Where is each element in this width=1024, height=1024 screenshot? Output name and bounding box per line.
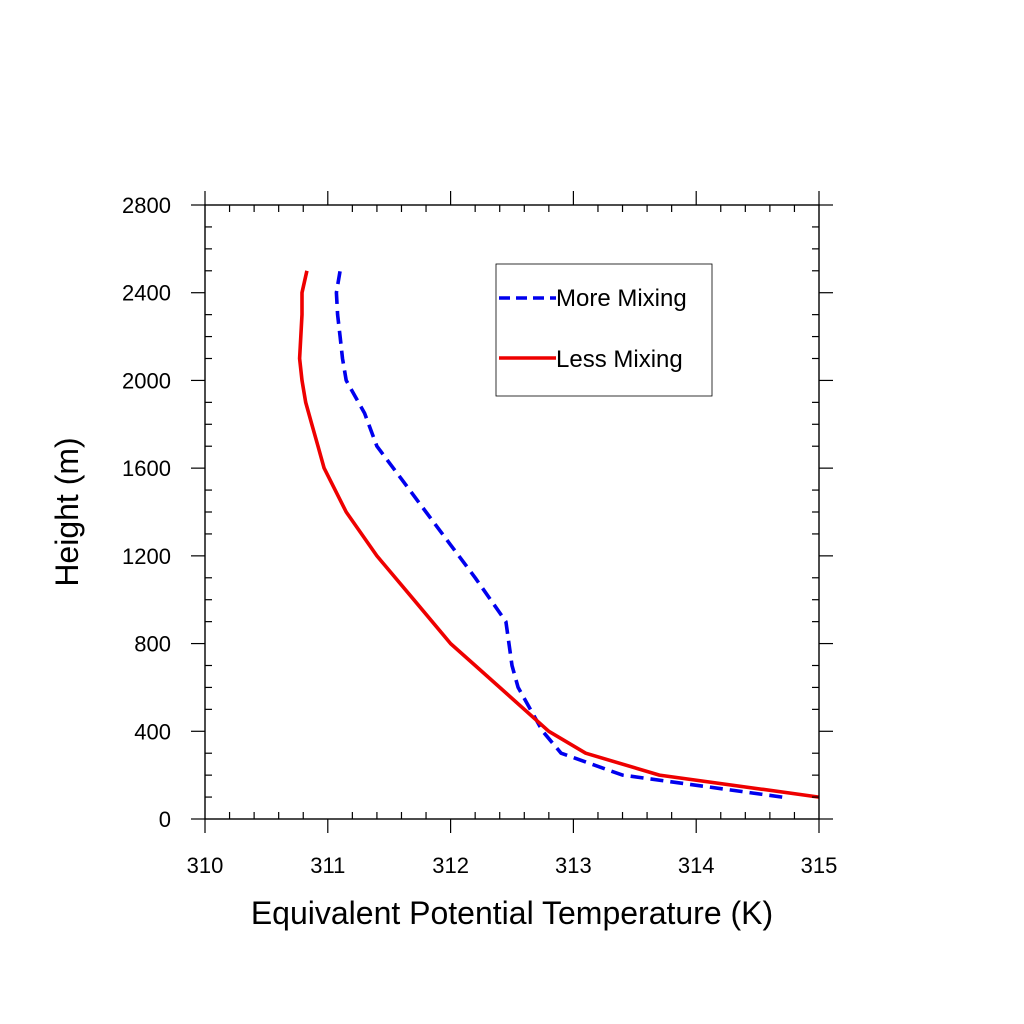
tick-layer <box>191 191 833 833</box>
legend-box <box>495 263 713 397</box>
y-tick-label: 1600 <box>122 456 171 481</box>
series-layer <box>297 270 820 799</box>
legend-label-more-mixing: More Mixing <box>556 285 687 312</box>
x-tick-label: 312 <box>432 853 469 878</box>
y-tick-label: 400 <box>134 719 171 744</box>
legend-label-less-mixing: Less Mixing <box>556 346 683 373</box>
x-tick-label: 314 <box>678 853 715 878</box>
series-line-less-mixing <box>297 270 820 799</box>
x-tick-label: 311 <box>310 853 345 878</box>
x-tick-label: 313 <box>555 853 592 878</box>
y-axis-title: Height (m) <box>49 437 85 586</box>
y-tick-label: 2400 <box>122 281 171 306</box>
y-tick-label: 2000 <box>122 368 171 393</box>
y-tick-label: 1200 <box>122 544 171 569</box>
series-line-more-mixing <box>334 270 783 799</box>
tick-label-layer: 310 311 312 313 314 315 0 400 800 1200 1600 2000 240… <box>122 193 837 878</box>
legend: More Mixing Less Mixing <box>495 263 713 397</box>
x-tick-label: 315 <box>801 853 838 878</box>
y-tick-label: 2800 <box>122 193 171 218</box>
x-axis-title: Equivalent Potential Temperature (K) <box>251 895 773 931</box>
x-tick-label: 310 <box>187 853 224 878</box>
y-tick-label: 0 <box>159 807 171 832</box>
y-tick-label: 800 <box>134 632 171 657</box>
